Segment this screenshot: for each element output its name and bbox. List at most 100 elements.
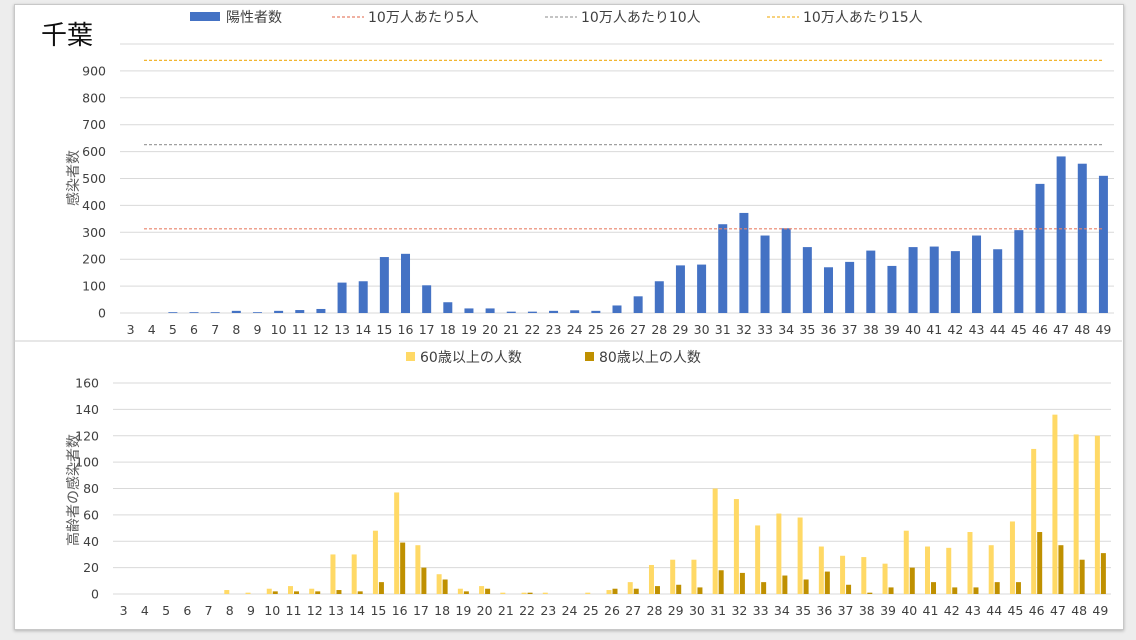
chart-title: 千葉	[41, 21, 94, 51]
legend-swatch	[406, 352, 415, 361]
bar-1	[1073, 434, 1079, 594]
y-tick-label: 140	[75, 402, 99, 417]
x-tick-label: 48	[1074, 322, 1090, 337]
bar-1	[245, 592, 251, 594]
bar-1	[776, 513, 782, 594]
bar-1	[908, 247, 918, 313]
legend-label: 10万人あたり10人	[581, 10, 701, 26]
bar-1	[1094, 435, 1100, 594]
legend-label: 60歳以上の人数	[420, 350, 522, 366]
y-tick-label: 200	[82, 252, 106, 267]
y-axis-label: 高齢者の感染者数	[65, 434, 82, 546]
y-tick-label: 300	[82, 225, 106, 240]
bar-1	[316, 308, 326, 313]
x-tick-label: 49	[1095, 322, 1111, 337]
x-tick-label: 31	[710, 603, 726, 618]
bar-1	[755, 525, 761, 594]
x-tick-label: 37	[842, 322, 858, 337]
x-tick-label: 29	[672, 322, 688, 337]
bar-1	[633, 296, 643, 313]
bar-1	[394, 492, 400, 594]
legend-swatch	[585, 352, 594, 361]
x-tick-label: 46	[1029, 603, 1045, 618]
x-tick-label: 18	[434, 603, 450, 618]
bar-1	[337, 282, 347, 313]
bar-2	[442, 579, 448, 594]
bar-1	[972, 235, 982, 313]
bar-1	[882, 563, 888, 594]
x-tick-label: 13	[334, 322, 350, 337]
bar-2	[846, 584, 852, 594]
x-tick-label: 44	[986, 603, 1002, 618]
x-tick-label: 17	[413, 603, 429, 618]
x-tick-label: 33	[757, 322, 773, 337]
bar-1	[648, 564, 654, 594]
y-tick-label: 100	[82, 279, 106, 294]
bar-1	[739, 212, 749, 313]
bar-1	[802, 247, 812, 313]
x-tick-label: 33	[753, 603, 769, 618]
bar-1	[823, 267, 833, 313]
bar-2	[994, 582, 1000, 594]
bar-2	[697, 587, 703, 594]
bar-2	[676, 584, 682, 594]
bar-2	[931, 582, 937, 594]
x-tick-label: 49	[1092, 603, 1108, 618]
y-axis-label: 感染者数	[65, 150, 82, 206]
x-tick-label: 39	[880, 603, 896, 618]
bar-2	[1037, 532, 1043, 594]
bar-1	[500, 592, 506, 594]
bar-1	[415, 545, 421, 594]
x-tick-label: 32	[736, 322, 752, 337]
bar-1	[1014, 230, 1024, 313]
x-tick-label: 27	[630, 322, 646, 337]
legend-label: 80歳以上の人数	[599, 350, 701, 366]
x-tick-label: 40	[905, 322, 921, 337]
x-tick-label: 30	[689, 603, 705, 618]
x-tick-label: 10	[271, 322, 287, 337]
bar-2	[1058, 545, 1064, 594]
bar-1	[988, 545, 994, 594]
x-tick-label: 34	[778, 322, 794, 337]
y-tick-label: 400	[82, 198, 106, 213]
y-tick-label: 900	[82, 63, 106, 78]
bar-1	[549, 310, 559, 313]
x-tick-label: 32	[731, 603, 747, 618]
y-tick-label: 500	[82, 171, 106, 186]
x-tick-label: 3	[127, 322, 135, 337]
x-tick-label: 13	[328, 603, 344, 618]
bar-2	[527, 592, 533, 594]
bar-1	[691, 559, 697, 594]
bar-1	[845, 261, 855, 313]
y-tick-label: 100	[75, 455, 99, 470]
bar-1	[654, 281, 664, 313]
bar-2	[1100, 553, 1106, 594]
bar-1	[224, 590, 230, 594]
bar-1	[818, 546, 824, 594]
bar-1	[506, 311, 516, 313]
bar-1	[570, 310, 580, 313]
bar-1	[231, 310, 241, 313]
bar-2	[357, 591, 363, 594]
x-tick-label: 7	[205, 603, 213, 618]
bar-1	[591, 310, 601, 313]
bar-2	[909, 567, 915, 594]
bar-1	[950, 251, 960, 313]
x-tick-label: 38	[863, 322, 879, 337]
bar-1	[840, 555, 846, 594]
bar-2	[336, 590, 342, 594]
x-tick-label: 31	[715, 322, 731, 337]
bar-1	[1035, 183, 1045, 313]
x-tick-label: 44	[990, 322, 1006, 337]
x-tick-label: 15	[370, 603, 386, 618]
x-tick-label: 27	[625, 603, 641, 618]
x-tick-label: 43	[965, 603, 981, 618]
x-tick-label: 22	[519, 603, 535, 618]
bar-2	[612, 588, 618, 594]
bar-2	[803, 579, 809, 594]
x-tick-label: 36	[816, 603, 832, 618]
legend-label: 10万人あたり5人	[368, 10, 479, 26]
x-tick-label: 41	[926, 322, 942, 337]
x-tick-label: 12	[313, 322, 329, 337]
x-tick-label: 23	[540, 603, 556, 618]
